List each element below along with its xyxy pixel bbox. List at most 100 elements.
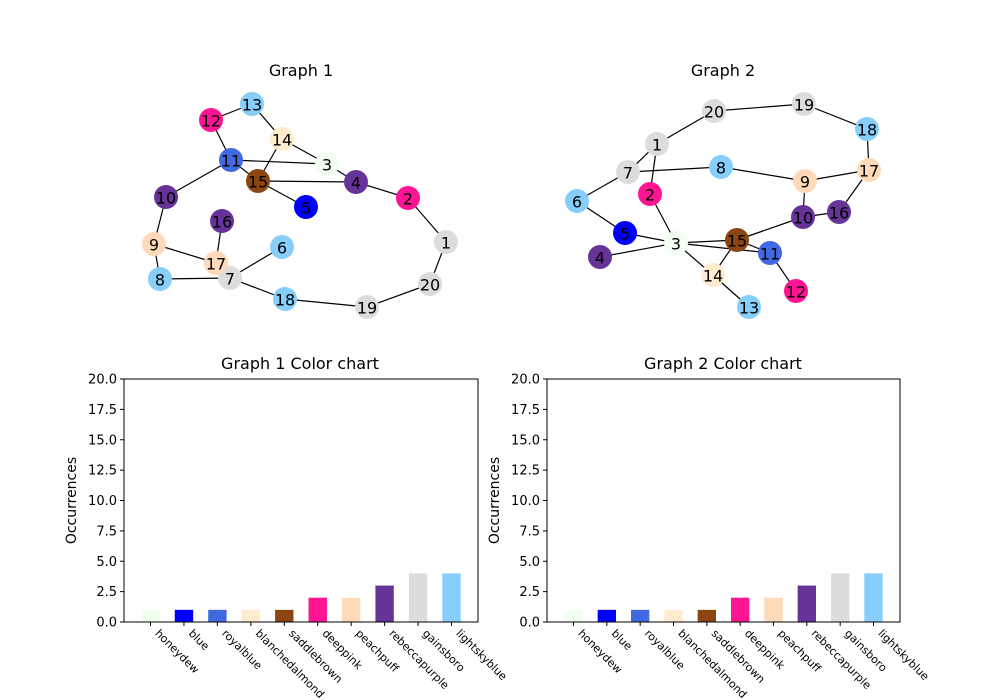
chart2-ytick-label-7: 17.5 [511,403,540,418]
chart2-bar-blanchedalmond [664,609,683,622]
chart1-ytick-label-8: 20.0 [88,373,117,388]
graph2-node-label-14: 14 [703,267,723,286]
graph1-node-9 [142,232,166,256]
chart1-bar-gainsboro [408,573,428,622]
graph2-node-label-8: 8 [716,159,726,178]
graph2-node-7 [616,160,640,184]
chart2-bar-rebeccapurple [797,585,816,622]
graph1-node-4 [344,170,368,194]
graph1-node-label-3: 3 [322,156,332,175]
graph1-node-label-9: 9 [149,236,159,255]
graph1-node-20 [418,272,442,296]
graph1-node-19 [355,295,379,319]
graph1-node-7 [218,266,242,290]
graph2-node-9 [793,169,817,193]
graph1-node-label-19: 19 [357,299,377,318]
graph1-node-label-1: 1 [441,234,451,253]
graph2-node-5 [613,221,637,245]
chart2-ytick-label-0: 0.0 [519,616,540,631]
chart1-ytick-label-3: 7.5 [96,524,117,539]
graph1-node-13 [240,92,264,116]
graph1-node-18 [273,287,297,311]
graph2-node-label-9: 9 [800,173,810,192]
graph1-node-label-10: 10 [156,189,176,208]
chart2-bar-royalblue [631,609,650,622]
graph2-node-label-3: 3 [671,235,681,254]
chart1-bar-saddlebrown [275,609,294,622]
chart1-bar-peachpuff [341,597,361,622]
graph2-edge-8-9 [720,166,806,182]
chart2-ylabel: Occurrences [487,457,503,544]
graph1-edge-11-3 [230,159,328,165]
graph2-node-17 [857,158,881,182]
chart1-bar-lightskyblue [442,573,461,622]
chart1-bar-deeppink [308,597,327,622]
graph2-node-label-7: 7 [623,164,633,183]
graph2-node-label-2: 2 [645,186,655,205]
graph2-node-label-15: 15 [727,232,747,251]
graph1-node-6 [270,235,294,259]
chart2-ytick-label-3: 7.5 [519,524,540,539]
chart2-ytick-label-6: 15.0 [511,433,540,448]
graph1-node-17 [204,251,228,275]
chart2-ytick-label-5: 12.5 [511,464,540,479]
graph1-edge-18-19 [284,298,368,308]
graph2-node-8 [709,155,733,179]
graph1-node-label-12: 12 [201,112,221,131]
graph2-node-label-11: 11 [760,245,780,264]
graph1-node-12 [199,108,223,132]
graph1-node-label-5: 5 [301,199,311,218]
chart1-ytick-label-7: 17.5 [88,403,117,418]
chart2-bar-saddlebrown [697,609,716,622]
graph2-node-6 [565,189,589,213]
chart1-ytick-label-2: 5.0 [96,555,117,570]
chart2-bar-lightskyblue [864,573,883,622]
graph2-node-20 [702,99,726,123]
graph2-node-13 [737,295,761,319]
graph1-node-16 [210,209,234,233]
graph2-node-label-4: 4 [595,249,605,268]
graph1-title: Graph 1 [269,61,333,80]
graph1-node-label-16: 16 [212,213,232,232]
graph1-node-8 [148,267,172,291]
graph1-node-label-14: 14 [272,131,292,150]
graph2-node-2 [638,182,662,206]
chart2-bar-blue [597,609,616,622]
graph1-edge-11-10 [165,159,232,198]
graph2-node-3 [664,231,688,255]
graph1-node-1 [434,230,458,254]
graph2-node-18 [855,117,879,141]
graph2-node-label-10: 10 [793,209,813,228]
chart1-bar-blanchedalmond [241,609,261,622]
graph1-node-label-7: 7 [225,270,235,289]
graph2-node-label-20: 20 [704,103,724,122]
graph1-node-label-17: 17 [206,255,226,274]
graph2-node-11 [758,241,782,265]
graph1-node-15 [246,169,270,193]
graph2-edge-3-11 [675,242,771,254]
graph2-node-label-1: 1 [652,136,662,155]
graph2-node-label-17: 17 [859,162,879,181]
graph2-node-label-19: 19 [794,96,814,115]
chart2-bar-peachpuff [764,597,783,622]
chart2-bar-deeppink [731,597,750,622]
graph1-node-label-4: 4 [351,174,361,193]
graph2-node-15 [725,228,749,252]
graph1-node-label-20: 20 [420,276,440,295]
graph1-node-3 [315,152,339,176]
chart1-bar-blue [174,609,194,622]
graph2-node-label-5: 5 [620,225,630,244]
graph2-node-label-16: 16 [829,204,849,223]
chart1-ytick-label-1: 2.5 [96,585,117,600]
graph2-node-16 [827,200,851,224]
chart2-title: Graph 2 Color chart [644,354,802,373]
chart2-axes-frame [546,378,901,623]
chart2-ytick-label-2: 5.0 [519,555,540,570]
graph2-node-19 [792,92,816,116]
graph2-node-label-6: 6 [572,193,582,212]
chart1-title: Graph 1 Color chart [221,354,379,373]
chart1-bar-royalblue [208,609,227,622]
